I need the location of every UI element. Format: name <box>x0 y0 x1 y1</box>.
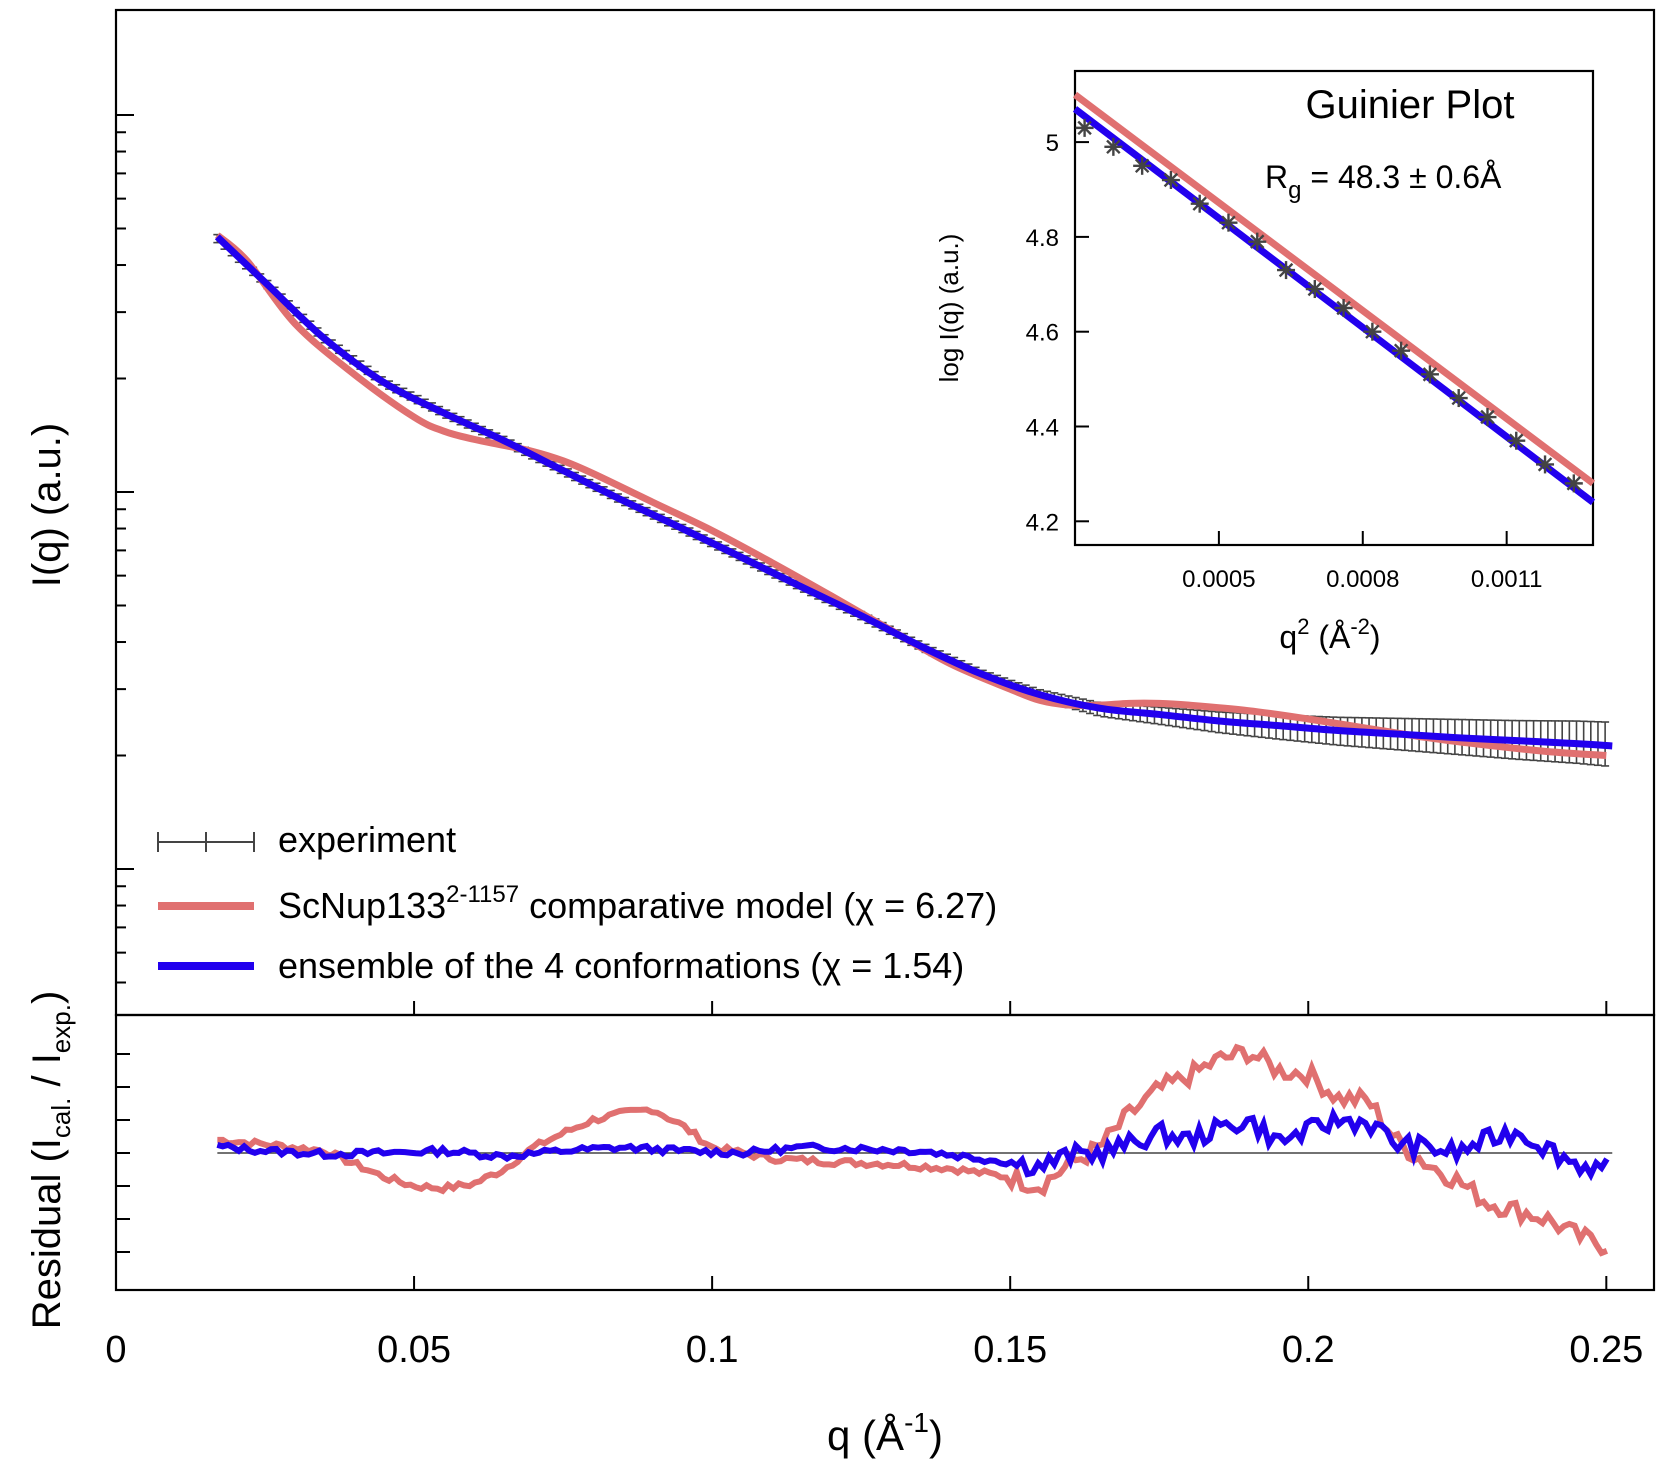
inset-asterisk-point <box>1536 455 1555 474</box>
inset-ensemble-line <box>1072 106 1596 506</box>
asterisk-stroke <box>1509 433 1524 448</box>
inset-model-line <box>1072 91 1596 487</box>
legend: experiment ScNup1332-1157 comparative mo… <box>157 819 997 986</box>
residual-y-ticks <box>116 1053 130 1253</box>
legend-ensemble-label: ensemble of the 4 conformations (χ = 1.5… <box>278 945 964 986</box>
x-tick-label: 0.15 <box>973 1329 1047 1371</box>
inset-asterisk-point <box>1420 365 1439 384</box>
asterisk-stroke <box>1163 172 1179 188</box>
inset-experiment-points <box>1075 118 1583 493</box>
model-curve <box>215 232 1607 760</box>
asterisk-stroke <box>1365 324 1380 339</box>
residual-y-axis-label: Residual (Ical. / Iexp.) <box>25 991 76 1330</box>
asterisk-stroke <box>1422 367 1438 382</box>
inset-asterisk-point <box>1219 213 1238 232</box>
x-axis-label: q (Å-1) <box>827 1407 943 1459</box>
asterisk-stroke <box>1537 457 1553 472</box>
main-y-ticks <box>116 114 134 984</box>
asterisk-stroke <box>1336 300 1351 316</box>
inset-asterisk-point <box>1161 171 1180 190</box>
inset-y-tick-label: 5 <box>1046 130 1059 157</box>
main-y-axis-label: I(q) (a.u.) <box>25 423 69 587</box>
inset-y-tick-label: 4.6 <box>1026 320 1059 347</box>
inset-asterisk-point <box>1564 474 1583 493</box>
x-tick-label: 0.1 <box>686 1329 739 1371</box>
residual-ensemble-curve <box>216 1106 1610 1182</box>
inset-x-axis-label: q2 (Å-2) <box>1279 614 1380 655</box>
asterisk-stroke <box>1278 262 1294 278</box>
inset-title: Guinier Plot <box>1306 83 1515 127</box>
asterisk-stroke <box>1192 196 1207 211</box>
asterisk-stroke <box>1077 120 1092 136</box>
asterisk-stroke <box>1566 476 1582 491</box>
x-tick-label: 0.2 <box>1282 1329 1335 1371</box>
inset-rg-annotation: Rg = 48.3 ± 0.6Å <box>1265 159 1502 204</box>
inset-asterisk-point <box>1334 299 1353 317</box>
inset-x-tick-label: 0.0008 <box>1326 566 1399 593</box>
inset-asterisk-point <box>1133 156 1152 175</box>
inset-asterisk-point <box>1190 194 1209 213</box>
inset-y-axis-label: log I(q) (a.u.) <box>934 234 964 383</box>
asterisk-stroke <box>1106 139 1121 155</box>
x-axis-ticks: 0 0.05 0.1 0.15 0.2 0.25 <box>105 1001 1643 1371</box>
experiment-series <box>213 233 1610 767</box>
inset-x-tick-label: 0.0011 <box>1471 566 1543 593</box>
inset-asterisk-point <box>1478 408 1497 427</box>
asterisk-stroke <box>1393 343 1409 358</box>
asterisk-stroke <box>1250 234 1265 249</box>
inset-asterisk-point <box>1104 137 1123 156</box>
inset-y-tick-label: 4.2 <box>1026 509 1059 536</box>
legend-experiment-label: experiment <box>278 819 456 860</box>
inset-ticks: 0.0005 0.0008 0.0011 4.2 4.4 4.6 4.8 5 <box>1026 130 1543 593</box>
x-tick-label: 0 <box>105 1329 126 1371</box>
inset-asterisk-point <box>1392 341 1411 360</box>
guinier-inset: 0.0005 0.0008 0.0011 4.2 4.4 4.6 4.8 5 Guinier … <box>934 69 1596 655</box>
asterisk-stroke <box>1480 409 1495 425</box>
inset-y-tick-label: 4.8 <box>1026 225 1059 252</box>
inset-asterisk-point <box>1075 118 1094 137</box>
inset-asterisk-point <box>1277 261 1296 280</box>
inset-asterisk-point <box>1363 322 1382 341</box>
inset-x-tick-label: 0.0005 <box>1182 566 1255 593</box>
asterisk-stroke <box>1451 390 1466 406</box>
residual-model-curve <box>217 1043 1609 1257</box>
inset-asterisk-point <box>1449 389 1468 408</box>
inset-asterisk-point <box>1507 431 1526 450</box>
asterisk-stroke <box>1134 158 1150 174</box>
asterisk-stroke <box>1221 215 1236 230</box>
legend-model-label: ScNup1332-1157 comparative model (χ = 6.… <box>278 881 997 926</box>
ensemble-curve <box>214 234 1613 750</box>
inset-asterisk-point <box>1248 232 1267 251</box>
legend-experiment-marker <box>157 832 255 852</box>
asterisk-stroke <box>1307 281 1323 297</box>
inset-frame <box>1073 69 1595 547</box>
x-tick-label: 0.05 <box>377 1329 451 1371</box>
x-tick-label: 0.25 <box>1569 1329 1643 1371</box>
inset-asterisk-point <box>1305 280 1324 299</box>
inset-y-tick-label: 4.4 <box>1026 415 1059 442</box>
